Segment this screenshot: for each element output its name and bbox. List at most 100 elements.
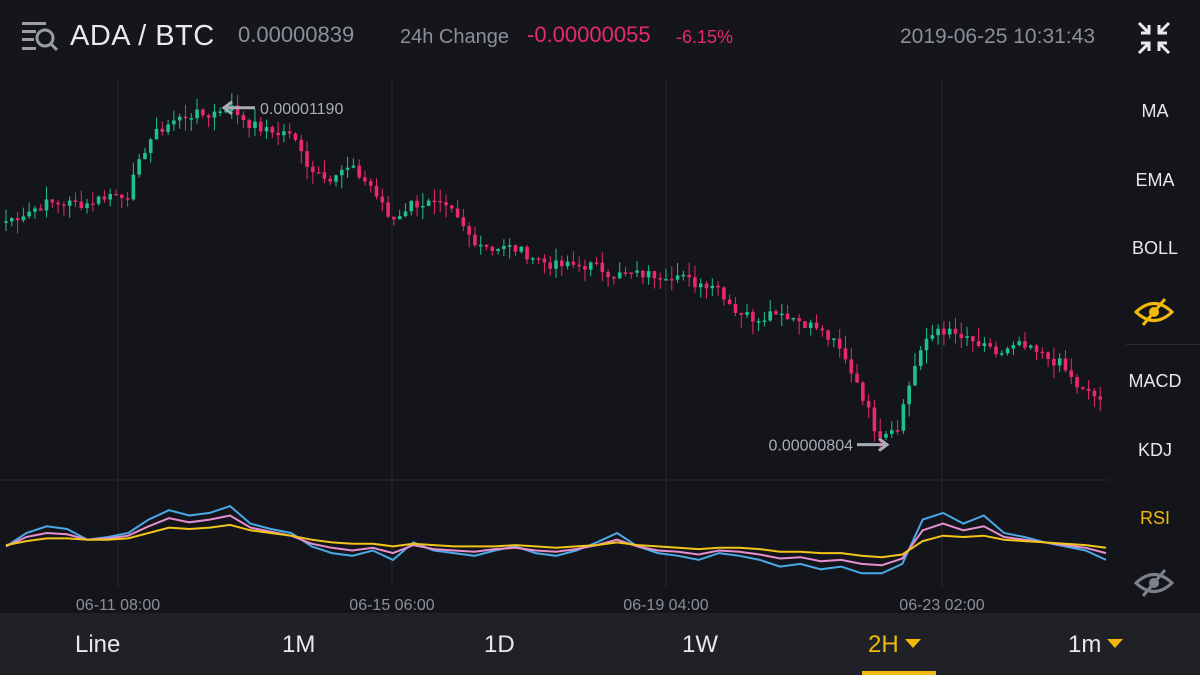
candle-body xyxy=(733,304,738,313)
candle-body xyxy=(571,261,576,265)
last-price: 0.00000839 xyxy=(238,22,355,47)
candle-body xyxy=(658,278,663,280)
eye-hidden-icon[interactable] xyxy=(1133,568,1175,598)
indicator-kdj[interactable]: KDJ xyxy=(1137,440,1172,460)
candle-body xyxy=(183,116,188,119)
candle-body xyxy=(102,196,107,200)
candle-body xyxy=(166,124,170,132)
candle-body xyxy=(513,245,518,252)
candle-body xyxy=(1092,390,1097,397)
candle-body xyxy=(785,313,790,320)
candle-body xyxy=(884,434,888,438)
candle-body xyxy=(224,110,228,113)
candle-body xyxy=(21,216,26,221)
candle-body xyxy=(91,203,95,206)
candle-body xyxy=(843,348,848,360)
candle-body xyxy=(808,322,813,329)
indicator-panel: MA EMA BOLL MACD KDJ RSI xyxy=(1110,78,1200,613)
candle-body xyxy=(641,270,645,278)
indicator-ma[interactable]: MA xyxy=(1141,101,1169,121)
candle-body xyxy=(924,338,929,351)
candle-body xyxy=(368,181,373,186)
candle-body xyxy=(85,203,89,209)
search-list-icon[interactable] xyxy=(20,18,60,58)
trading-pair[interactable]: ADA / BTC xyxy=(70,20,215,52)
candle-body xyxy=(525,246,529,260)
candle-body xyxy=(617,272,622,279)
rsi-fast-line xyxy=(5,504,1107,575)
candle-body xyxy=(339,169,344,176)
candle-body xyxy=(148,139,153,153)
tab-1m-month[interactable]: 1M xyxy=(282,631,316,658)
collapse-arrows-icon[interactable] xyxy=(1136,20,1172,56)
eye-hidden-icon[interactable] xyxy=(1133,297,1175,327)
tab-2h[interactable]: 2H xyxy=(868,631,921,659)
tab-1d[interactable]: 1D xyxy=(484,631,515,658)
candle-body xyxy=(959,333,964,339)
candle-body xyxy=(1017,341,1021,346)
x-tick-label: 06-15 06:00 xyxy=(349,597,435,613)
indicator-ema[interactable]: EMA xyxy=(1135,170,1175,190)
candlestick-chart[interactable]: 06-11 08:00 06-15 06:00 06-19 04:00 06-23 0… xyxy=(0,78,1108,613)
candle-body xyxy=(507,245,512,247)
indicator-boll[interactable]: BOLL xyxy=(1131,238,1179,258)
candle-body xyxy=(612,277,616,279)
candle-body xyxy=(687,274,691,278)
candle-body xyxy=(177,116,182,121)
candle-body xyxy=(426,200,431,206)
candle-body xyxy=(478,244,483,247)
candle-body xyxy=(44,199,49,211)
candle-body xyxy=(693,277,697,288)
candle-body xyxy=(559,260,564,267)
candle-body xyxy=(739,312,744,315)
candle-body xyxy=(762,320,767,322)
candle-body xyxy=(114,193,118,196)
candle-body xyxy=(895,430,900,432)
candle-body xyxy=(154,128,159,140)
candle-body xyxy=(33,208,37,212)
indicator-rsi[interactable]: RSI xyxy=(1139,508,1170,528)
candle-body xyxy=(774,311,778,315)
candle-body xyxy=(270,127,275,133)
candle-body xyxy=(334,175,338,182)
candle-body xyxy=(490,246,495,251)
candle-body xyxy=(542,258,547,263)
candle-body xyxy=(195,109,199,119)
candle-body xyxy=(73,200,78,202)
candle-body xyxy=(287,131,292,134)
candle-body xyxy=(449,205,454,209)
change-label: 24h Change xyxy=(400,26,509,48)
candle-body xyxy=(444,202,448,206)
candle-body xyxy=(4,221,8,223)
tab-line[interactable]: Line xyxy=(75,631,121,658)
candle-body xyxy=(976,341,981,347)
arrow-right-icon xyxy=(857,437,890,452)
indicator-macd[interactable]: MACD xyxy=(1128,371,1182,391)
candle-body xyxy=(305,151,309,167)
candle-body xyxy=(588,262,593,270)
candle-body xyxy=(293,133,298,140)
candle-body xyxy=(982,343,987,347)
candle-body xyxy=(1069,370,1074,378)
candle-body xyxy=(768,311,773,321)
change-value: -0.00000055 xyxy=(527,22,651,47)
candle-body xyxy=(988,343,993,347)
chart-area[interactable]: 06-11 08:00 06-15 06:00 06-19 04:00 06-23 0… xyxy=(0,78,1108,613)
candle-body xyxy=(942,328,946,335)
tab-1w[interactable]: 1W xyxy=(682,631,718,658)
candle-body xyxy=(484,244,489,247)
chevron-down-icon xyxy=(1107,639,1124,648)
tab-1m-minute[interactable]: 1m xyxy=(1068,631,1124,659)
candle-body xyxy=(531,258,535,260)
candle-body xyxy=(357,165,361,178)
candle-body xyxy=(50,199,55,203)
x-tick-label: 06-11 08:00 xyxy=(76,597,160,613)
candle-body xyxy=(913,365,917,386)
candle-body xyxy=(536,258,541,260)
candle-body xyxy=(594,262,599,265)
candle-body xyxy=(751,312,755,322)
chevron-down-icon xyxy=(904,639,921,648)
arrow-left-icon xyxy=(221,100,255,115)
candle-body xyxy=(1005,348,1010,354)
candle-body xyxy=(779,313,784,316)
